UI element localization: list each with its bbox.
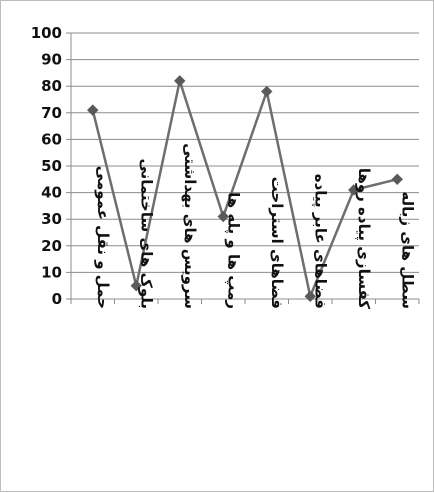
data-point-1 (130, 279, 142, 292)
y-tick-label-90: 90 (41, 51, 62, 69)
series-line (91, 76, 398, 301)
axes (66, 32, 420, 304)
y-tick-label-30: 30 (41, 210, 62, 228)
data-point-2 (174, 75, 186, 87)
x-category-label-4: فضاهای استراحت (268, 177, 286, 309)
x-category-label-1: بلوک های ساختمانی (137, 158, 155, 309)
x-category-label-3: رمپ ها و پله ها (223, 192, 242, 309)
y-tick-label-70: 70 (41, 104, 62, 122)
y-tick-label-40: 40 (41, 184, 62, 202)
x-axis-categories: حمل و نقل عمومی بلوک های ساختمانی سرویس ها… (94, 143, 417, 309)
x-category-label-6: کفسازی پیاده روها (354, 168, 373, 309)
data-point-0 (87, 104, 99, 116)
x-category-label-7: سطل های زباله (398, 191, 416, 309)
y-tick-label-80: 80 (41, 77, 62, 95)
x-category-label-2: سرویس های بهداشتی (181, 143, 199, 309)
y-tick-label-60: 60 (41, 130, 62, 148)
gridlines (71, 32, 419, 273)
data-series (87, 75, 403, 303)
x-category-label-5: فضاهای عابر پیاده (310, 174, 329, 309)
y-tick-label-20: 20 (41, 237, 62, 255)
data-point-5 (304, 290, 316, 303)
data-point-3 (217, 210, 229, 223)
data-point-4 (261, 85, 273, 98)
x-category-label-0: حمل و نقل عمومی (94, 166, 112, 309)
y-tick-label-0: 0 (52, 290, 62, 308)
y-axis-ticks: 0 10 20 30 40 50 60 70 80 90 100 (31, 24, 62, 308)
y-tick-label-100: 100 (31, 24, 62, 42)
y-tick-label-50: 50 (41, 157, 62, 175)
y-tick-label-10: 10 (41, 263, 62, 281)
data-point-6 (348, 184, 360, 196)
data-point-7 (391, 173, 403, 186)
